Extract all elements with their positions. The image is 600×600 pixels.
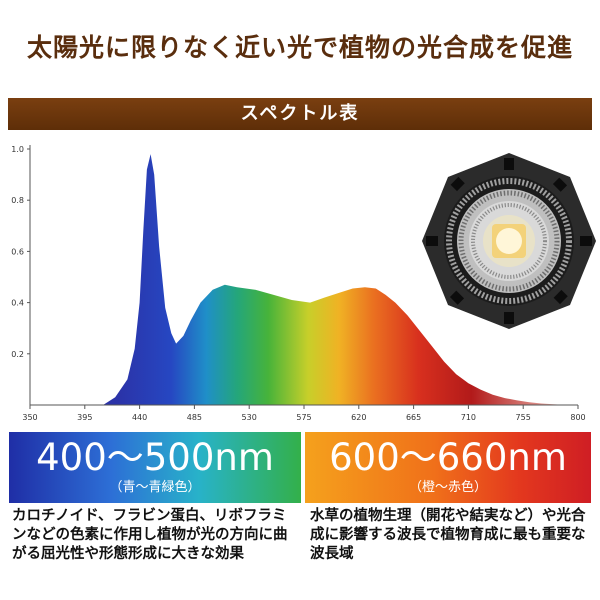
band-red-sub: （橙～赤色） [408,480,487,495]
band-blue: 400～500nm （青～青緑色） [9,432,301,503]
x-tick-label: 755 [516,413,531,422]
y-tick-label: 0.6 [11,247,24,256]
section-title-bar: スペクトル表 [8,98,592,130]
x-tick-label: 665 [406,413,421,422]
x-tick-label: 350 [22,413,37,422]
x-tick-label: 530 [242,413,257,422]
band-red-range: 600～660nm [329,436,567,479]
band-blue-range: 400～500nm [36,436,274,479]
spectrum-chart: 350 395 440 485 530 575 620 665 710 755 800 0.2 0.4 0… [11,145,586,422]
x-tick-label: 620 [351,413,366,422]
y-tick-label: 0.2 [11,350,24,359]
y-tick-label: 1.0 [11,145,24,154]
axes: 350 395 440 485 530 575 620 665 710 755 800 0.2 0.4 0… [11,145,586,422]
band-red: 600～660nm （橙～赤色） [305,432,591,503]
y-tick-label: 0.4 [11,299,24,308]
description-right: 水草の植物生理（開花や結実など）や光合成に影響する波長で植物育成に最も重要な波長… [310,508,586,562]
spectrum-area [103,154,566,405]
lamp-illustration [422,153,596,329]
x-tick-label: 710 [461,413,476,422]
description-left: カロチノイド、フラビン蛋白、リボフラミンなどの色素に作用し植物が光の方向に曲がる… [12,508,288,562]
y-tick-label: 0.8 [11,196,24,205]
plot-area [103,154,566,405]
x-tick-label: 800 [570,413,585,422]
x-tick-label: 575 [296,413,311,422]
headline: 太陽光に限りなく近い光で植物の光合成を促進 [26,33,573,62]
band-blue-sub: （青～青緑色） [109,480,201,495]
x-tick-label: 395 [77,413,92,422]
x-tick-label: 440 [132,413,147,422]
x-tick-label: 485 [187,413,202,422]
